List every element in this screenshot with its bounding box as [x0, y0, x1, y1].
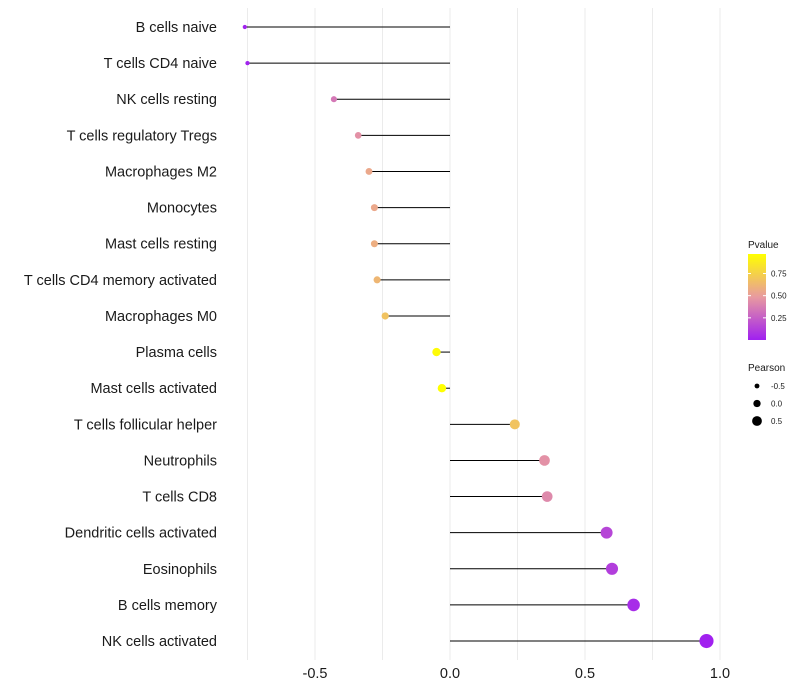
- lollipop-point: [370, 240, 378, 248]
- category-label: Eosinophils: [143, 562, 217, 578]
- category-label: T cells follicular helper: [74, 417, 217, 433]
- category-label: Mast cells resting: [105, 237, 217, 253]
- pearson-legend-point: [752, 416, 762, 426]
- pearson-legend: Pearson -0.5 0.0 0.5: [748, 363, 785, 426]
- lollipop-points: [242, 24, 714, 649]
- pearson-legend-title: Pearson: [748, 363, 785, 374]
- x-tick-label: 0.5: [575, 666, 595, 682]
- lollipop-point: [432, 347, 441, 357]
- category-labels: B cells naive T cells CD4 naive NK cells r…: [24, 20, 218, 650]
- lollipop-point: [354, 132, 362, 139]
- pvalue-colorbar: [748, 254, 766, 340]
- category-label: NK cells resting: [116, 92, 217, 108]
- category-label: B cells memory: [118, 598, 218, 614]
- x-tick-label: 1.0: [710, 666, 730, 682]
- lollipop-point: [242, 24, 247, 30]
- category-label: T cells CD8: [142, 490, 217, 506]
- lollipop-point: [381, 312, 389, 320]
- pvalue-legend-label: 0.75: [771, 270, 787, 279]
- category-label: Dendritic cells activated: [65, 526, 217, 542]
- lollipop-point: [600, 526, 613, 539]
- lollipop-point: [365, 168, 373, 175]
- lollipop-point: [373, 276, 381, 284]
- lollipop-stems: [244, 26, 707, 642]
- pvalue-legend-title: Pvalue: [748, 240, 779, 251]
- x-axis-tick-labels: -0.5 0.0 0.5 1.0: [303, 666, 731, 682]
- category-label: Mast cells activated: [90, 381, 217, 397]
- grid-lines: [247, 8, 721, 660]
- lollipop-point: [605, 562, 619, 575]
- lollipop-point: [330, 96, 337, 103]
- lollipop-point: [541, 491, 553, 502]
- pvalue-legend: Pvalue 0.75 0.50 0.25: [748, 240, 787, 340]
- category-label: T cells CD4 naive: [104, 56, 217, 72]
- pearson-legend-label: 0.5: [771, 417, 783, 426]
- category-label: NK cells activated: [102, 634, 217, 650]
- x-tick-label: -0.5: [303, 666, 328, 682]
- category-label: Monocytes: [147, 201, 217, 217]
- lollipop-point: [437, 383, 447, 393]
- lollipop-point: [370, 204, 378, 212]
- category-label: T cells CD4 memory activated: [24, 273, 217, 289]
- category-label: Plasma cells: [136, 345, 217, 361]
- pvalue-legend-label: 0.25: [771, 314, 787, 323]
- category-label: Macrophages M2: [105, 164, 217, 180]
- category-label: B cells naive: [136, 20, 217, 36]
- lollipop-point: [539, 455, 550, 466]
- category-label: T cells regulatory Tregs: [67, 128, 217, 144]
- category-label: Neutrophils: [144, 453, 217, 469]
- x-tick-label: 0.0: [440, 666, 460, 682]
- lollipop-point: [509, 419, 520, 430]
- lollipop-point: [699, 633, 714, 649]
- lollipop-point: [627, 598, 640, 612]
- pvalue-legend-label: 0.50: [771, 292, 787, 301]
- lollipop-point: [245, 60, 250, 66]
- category-label: Macrophages M0: [105, 309, 217, 325]
- pearson-legend-point: [754, 383, 760, 389]
- pearson-legend-point: [753, 399, 761, 408]
- pearson-legend-label: -0.5: [771, 382, 785, 391]
- pearson-legend-label: 0.0: [771, 400, 783, 409]
